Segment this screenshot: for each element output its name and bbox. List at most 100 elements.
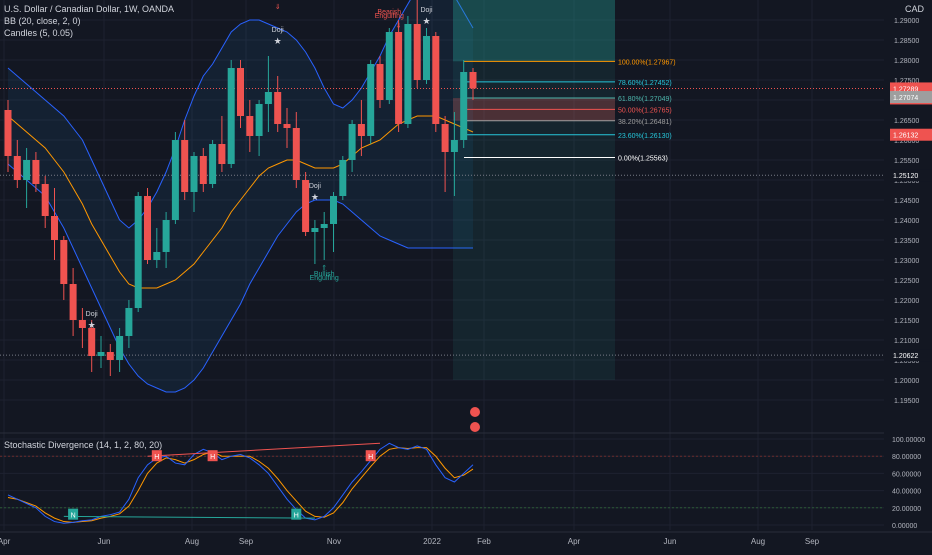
candles-indicator-label[interactable]: Candles (5, 0.05): [4, 28, 74, 38]
candle-body: [153, 252, 161, 260]
stoch-indicator-label[interactable]: Stochastic Divergence (14, 1, 2, 80, 20): [4, 440, 163, 450]
price-tick-label: 1.20000: [894, 378, 919, 385]
fib-range-zone: [453, 61, 615, 380]
stoch-k-line: [7, 442, 474, 524]
price-tick-label: 1.21000: [894, 338, 919, 345]
candle-body: [469, 72, 477, 89]
candle-body: [274, 92, 282, 124]
time-tick-label: Jun: [664, 537, 677, 546]
divergence-l-label: H: [294, 513, 299, 520]
fib-level-label: 38.20%(1.26481): [618, 119, 672, 126]
symbol-title[interactable]: U.S. Dollar / Canadian Dollar, 1W, OANDA: [4, 4, 175, 14]
price-tick-label: 1.19500: [894, 398, 919, 405]
candle-body: [134, 196, 142, 308]
bullish-engulfing-label: Bullish: [314, 271, 335, 278]
price-tick-label: 1.20500: [894, 358, 919, 365]
doji-label: Doji: [86, 311, 99, 318]
hline-2-badge-bg: [890, 349, 932, 362]
candle-body: [395, 32, 403, 124]
divergence-n-label-bg: [68, 508, 79, 520]
doji-label: Doji: [309, 183, 322, 190]
bb-upper-line: [7, 0, 474, 229]
time-tick-label: Nov: [327, 537, 341, 546]
price-tick-label: 1.27500: [894, 78, 919, 85]
time-tick-label: Aug: [185, 537, 199, 546]
candle-body: [302, 180, 310, 232]
candle-body: [339, 160, 347, 196]
candle-body: [116, 336, 124, 360]
candle-body: [385, 32, 393, 100]
fib-level-label: 100.00%(1.27967): [618, 59, 676, 66]
price-tick-label: 1.22000: [894, 298, 919, 305]
candle-body: [320, 224, 328, 228]
candle-body: [441, 124, 449, 152]
bb-indicator-label[interactable]: BB (20, close, 2, 0): [4, 16, 81, 26]
stoch-tick-label: 100.00000: [892, 437, 925, 444]
bearish-engulfing-label: Bearish: [377, 9, 401, 16]
candle-body: [69, 284, 77, 320]
candle-body: [357, 124, 365, 136]
hline-1-badge-bg: [890, 169, 932, 182]
doji-star-icon: ★: [311, 192, 319, 202]
price-tick-label: 1.24500: [894, 198, 919, 205]
candle-body: [181, 140, 189, 192]
candle-body: [376, 64, 384, 100]
price-tick-label: 1.25500: [894, 158, 919, 165]
candle-body: [450, 140, 458, 152]
candle-body: [432, 36, 440, 124]
divergence-h-label: H: [368, 454, 373, 461]
price-tick-label: 1.22500: [894, 278, 919, 285]
time-tick-label: 2022: [423, 537, 441, 546]
doji-label: Doji: [272, 27, 285, 34]
doji-label: Doji: [420, 7, 433, 14]
price-marker-badge-bg: [890, 91, 932, 104]
candle-body: [78, 320, 86, 328]
fib-top-zone: [453, 0, 615, 62]
stoch-tick-label: 0.00000: [892, 523, 917, 530]
bullish-engulfing-label: Engulfing: [310, 275, 339, 282]
time-tick-label: Apr: [568, 537, 581, 546]
candle-body: [88, 328, 96, 356]
price-tick-label: 1.23000: [894, 258, 919, 265]
divergence-h-label-bg: [207, 450, 218, 462]
price-tick-label: 1.25000: [894, 178, 919, 185]
divergence-h-label: H: [154, 454, 159, 461]
bearish-arrow-icon: ⇓: [275, 3, 281, 11]
time-tick-label: Aug: [751, 537, 765, 546]
bb-basis-line: [7, 115, 474, 289]
candle-body: [255, 104, 263, 136]
bearish-arrow-icon: ⇓: [396, 22, 402, 30]
price-tick-label: 1.26000: [894, 138, 919, 145]
candle-body: [311, 228, 319, 232]
event-icon: [470, 407, 480, 417]
candle-body: [13, 156, 21, 180]
candle-body: [283, 124, 291, 128]
event-icon: [470, 422, 480, 432]
candle-body: [227, 68, 235, 164]
stoch-tick-label: 60.00000: [892, 471, 921, 478]
bb-fill: [8, 0, 473, 392]
price-tick-label: 1.24000: [894, 218, 919, 225]
doji-star-icon: ★: [422, 16, 430, 26]
currency-badge: CAD: [904, 4, 924, 14]
stoch-tick-label: 20.00000: [892, 506, 921, 513]
time-tick-label: Feb: [477, 537, 491, 546]
current-price-badge: 1.27289: [893, 86, 918, 93]
time-tick-label: Sep: [239, 537, 254, 546]
candle-body: [60, 240, 68, 284]
candle-body: [97, 352, 105, 356]
candle-body: [246, 116, 254, 136]
price-tick-label: 1.29000: [894, 18, 919, 25]
time-tick-label: Apr: [0, 537, 11, 546]
hline-1-badge: 1.25120: [893, 173, 918, 180]
stoch-tick-label: 80.00000: [892, 454, 921, 461]
price-tick-label: 1.26500: [894, 118, 919, 125]
divergence-high-line: [147, 442, 381, 457]
fib-level-label: 61.80%(1.27049): [618, 96, 672, 103]
divergence-h-label: H: [210, 454, 215, 461]
bearish-engulfing-label: Engulfing: [375, 13, 404, 20]
candle-body: [330, 196, 337, 224]
candle-body: [51, 216, 58, 240]
